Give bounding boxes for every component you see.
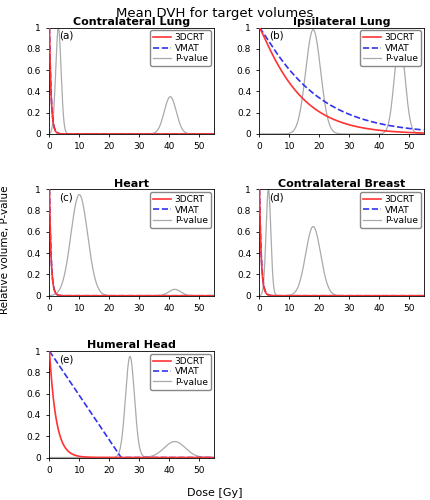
Text: (a): (a) xyxy=(59,30,74,40)
Text: (d): (d) xyxy=(269,192,284,202)
Text: Relative volume, P-value: Relative volume, P-value xyxy=(0,186,10,314)
Legend: 3DCRT, VMAT, P-value: 3DCRT, VMAT, P-value xyxy=(150,30,211,66)
Title: Ipsilateral Lung: Ipsilateral Lung xyxy=(293,16,390,26)
Legend: 3DCRT, VMAT, P-value: 3DCRT, VMAT, P-value xyxy=(360,192,421,228)
Text: (e): (e) xyxy=(59,354,74,364)
Text: (b): (b) xyxy=(269,30,284,40)
Title: Contralateral Lung: Contralateral Lung xyxy=(73,16,190,26)
Text: Mean DVH for target volumes: Mean DVH for target volumes xyxy=(116,8,314,20)
Title: Heart: Heart xyxy=(114,178,149,188)
Title: Contralateral Breast: Contralateral Breast xyxy=(278,178,405,188)
Legend: 3DCRT, VMAT, P-value: 3DCRT, VMAT, P-value xyxy=(360,30,421,66)
Text: (c): (c) xyxy=(59,192,73,202)
Text: Dose [Gy]: Dose [Gy] xyxy=(187,488,243,498)
Title: Humeral Head: Humeral Head xyxy=(87,340,176,350)
Legend: 3DCRT, VMAT, P-value: 3DCRT, VMAT, P-value xyxy=(150,192,211,228)
Legend: 3DCRT, VMAT, P-value: 3DCRT, VMAT, P-value xyxy=(150,354,211,390)
